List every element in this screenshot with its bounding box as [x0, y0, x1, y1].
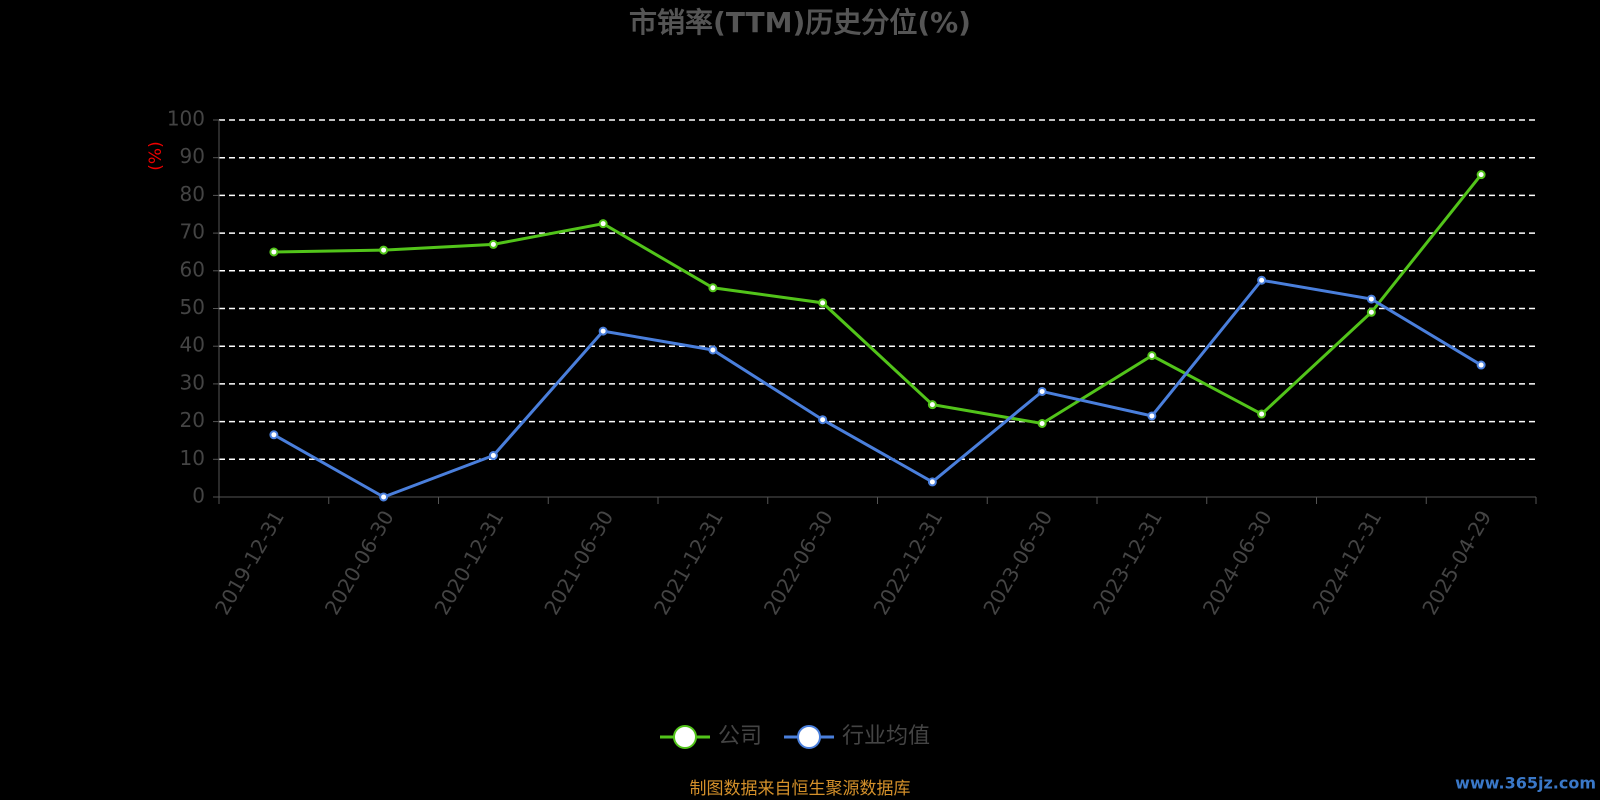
y-tick-label: 30 [180, 370, 205, 394]
data-point [1147, 411, 1157, 421]
y-tick-label: 70 [180, 220, 205, 244]
y-tick-label: 100 [167, 107, 205, 131]
data-point [488, 239, 498, 249]
data-point [1147, 351, 1157, 361]
data-point [1257, 275, 1267, 285]
data-point [488, 451, 498, 461]
y-tick-label: 20 [180, 408, 205, 432]
source-note: 制图数据来自恒生聚源数据库 [690, 779, 911, 799]
data-point [598, 219, 608, 229]
y-axis-label: (%) [146, 141, 166, 170]
data-point [1476, 360, 1486, 370]
data-point [1476, 170, 1486, 180]
watermark: www.365jz.com [1455, 774, 1596, 793]
data-point [379, 492, 389, 502]
data-point [598, 326, 608, 336]
data-point [1366, 294, 1376, 304]
y-tick-label: 60 [180, 257, 205, 281]
series-line [273, 278, 1482, 499]
y-tick-label: 0 [192, 484, 205, 508]
data-point [927, 400, 937, 410]
data-point [1037, 386, 1047, 396]
y-tick-label: 90 [180, 144, 205, 168]
series-line [273, 173, 1483, 426]
data-point [1366, 307, 1376, 317]
data-point [708, 345, 718, 355]
chart-title: 市销率(TTM)历史分位(%) [629, 6, 971, 39]
data-point [269, 430, 279, 440]
y-tick-label: 10 [180, 446, 205, 470]
data-point [818, 415, 828, 425]
data-point [818, 298, 828, 308]
y-tick-label: 80 [180, 182, 205, 206]
y-tick-label: 50 [180, 295, 205, 319]
data-point [269, 247, 279, 257]
data-point [708, 283, 718, 293]
data-point [379, 245, 389, 255]
data-point [1037, 418, 1047, 428]
y-tick-label: 40 [180, 333, 205, 357]
legend-label: 公司 [718, 724, 762, 749]
data-point [927, 477, 937, 487]
legend-marker [797, 725, 822, 749]
legend-label: 行业均值 [842, 724, 930, 749]
legend-marker [673, 725, 697, 749]
data-point [1257, 409, 1267, 419]
